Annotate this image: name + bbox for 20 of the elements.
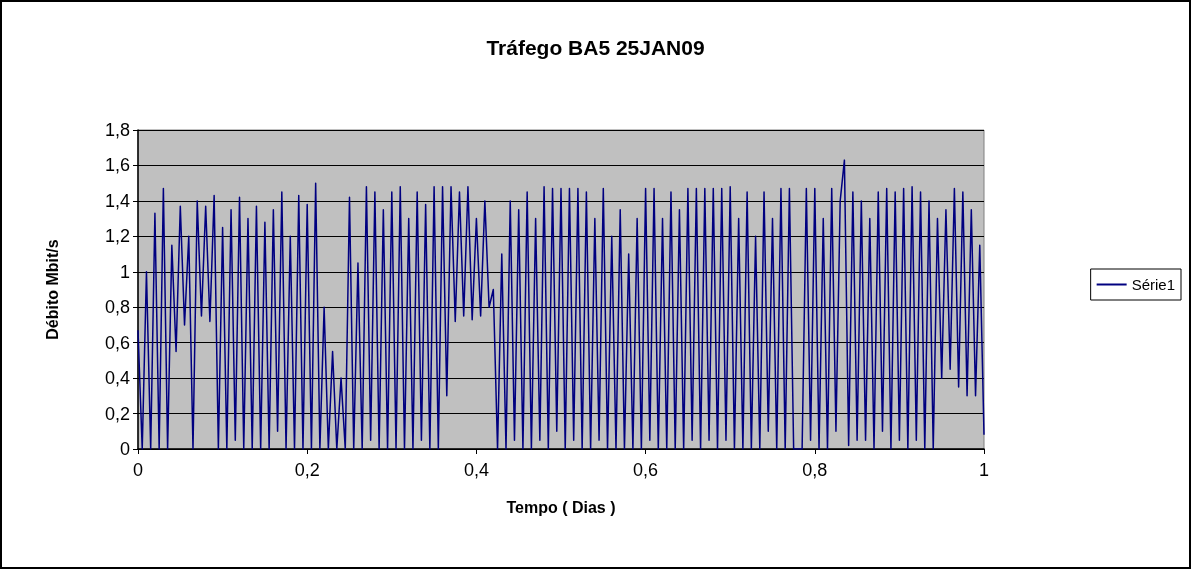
y-tick-label: 1,2 [104, 226, 130, 247]
y-tick-label: 1,6 [104, 155, 130, 176]
y-tick-label: 1 [119, 261, 130, 282]
y-tick-label: 0,2 [104, 403, 130, 424]
x-tick-label: 0,4 [463, 460, 489, 480]
chart-title: Tráfego BA5 25JAN09 [486, 36, 705, 59]
y-axis-title: Débito Mbit/s [43, 239, 61, 340]
y-tick-label: 1,4 [104, 190, 130, 211]
x-tick-label: 0,2 [294, 460, 320, 480]
y-tick-label: 0,4 [104, 368, 130, 389]
x-tick-label: 0,8 [802, 460, 828, 480]
y-tick-label: 1,8 [104, 120, 130, 140]
x-axis-title: Tempo ( Dias ) [506, 498, 616, 516]
y-tick-label: 0,8 [104, 297, 130, 318]
x-tick-label: 1 [978, 460, 990, 480]
y-tick-label: 0 [119, 439, 130, 459]
y-tick-label: 0,6 [104, 332, 130, 353]
x-tick-label: 0 [132, 460, 144, 480]
x-tick-label: 0,6 [633, 460, 659, 480]
legend-label: Série1 [1131, 276, 1175, 293]
